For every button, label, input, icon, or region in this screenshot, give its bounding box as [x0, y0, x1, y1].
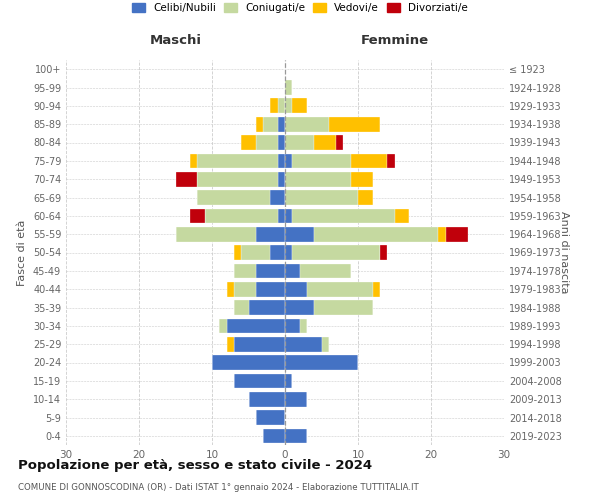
Bar — [256, 264, 285, 278]
Bar — [285, 135, 314, 150]
Bar — [278, 98, 285, 113]
Bar — [248, 392, 285, 406]
Bar — [241, 135, 256, 150]
Bar — [285, 190, 358, 205]
Bar — [373, 282, 380, 296]
Bar — [314, 227, 438, 242]
Bar — [285, 337, 322, 351]
Bar — [248, 300, 285, 315]
Bar — [285, 318, 299, 333]
Bar — [387, 154, 395, 168]
Text: Popolazione per età, sesso e stato civile - 2024: Popolazione per età, sesso e stato civil… — [18, 460, 372, 472]
Bar — [234, 374, 285, 388]
Bar — [285, 117, 329, 132]
Bar — [176, 227, 256, 242]
Bar — [263, 117, 278, 132]
Bar — [271, 245, 285, 260]
Bar — [285, 172, 350, 186]
Bar — [314, 135, 336, 150]
Bar — [190, 208, 205, 223]
Text: Maschi: Maschi — [149, 34, 202, 47]
Bar — [285, 208, 292, 223]
Bar — [285, 227, 314, 242]
Bar — [285, 428, 307, 443]
Bar — [285, 154, 292, 168]
Bar — [212, 355, 285, 370]
Bar — [205, 208, 278, 223]
Bar — [285, 245, 292, 260]
Bar — [336, 135, 343, 150]
Bar — [278, 208, 285, 223]
Bar — [285, 98, 292, 113]
Bar — [292, 245, 380, 260]
Y-axis label: Anni di nascita: Anni di nascita — [559, 211, 569, 294]
Bar — [446, 227, 467, 242]
Bar — [256, 117, 263, 132]
Bar — [227, 337, 234, 351]
Bar — [278, 135, 285, 150]
Bar — [241, 245, 271, 260]
Bar — [285, 282, 307, 296]
Bar — [292, 208, 395, 223]
Bar — [256, 135, 278, 150]
Bar — [350, 172, 373, 186]
Bar — [271, 190, 285, 205]
Bar — [292, 154, 350, 168]
Bar — [438, 227, 446, 242]
Bar — [234, 300, 248, 315]
Bar — [197, 190, 271, 205]
Bar — [278, 117, 285, 132]
Bar — [329, 117, 380, 132]
Bar — [197, 172, 278, 186]
Bar — [227, 282, 234, 296]
Bar — [227, 318, 285, 333]
Bar — [314, 300, 373, 315]
Bar — [395, 208, 409, 223]
Bar — [285, 80, 292, 95]
Bar — [263, 428, 285, 443]
Bar — [299, 318, 307, 333]
Bar — [234, 264, 256, 278]
Bar — [256, 227, 285, 242]
Bar — [285, 374, 292, 388]
Text: COMUNE DI GONNOSCODINA (OR) - Dati ISTAT 1° gennaio 2024 - Elaborazione TUTTITAL: COMUNE DI GONNOSCODINA (OR) - Dati ISTAT… — [18, 484, 419, 492]
Bar — [350, 154, 387, 168]
Bar — [190, 154, 197, 168]
Bar — [285, 355, 358, 370]
Bar — [307, 282, 373, 296]
Bar — [220, 318, 227, 333]
Text: Femmine: Femmine — [361, 34, 428, 47]
Bar — [322, 337, 329, 351]
Y-axis label: Fasce di età: Fasce di età — [17, 220, 27, 286]
Bar — [358, 190, 373, 205]
Bar — [299, 264, 351, 278]
Bar — [380, 245, 387, 260]
Bar — [292, 98, 307, 113]
Bar — [256, 282, 285, 296]
Bar — [256, 410, 285, 425]
Bar — [176, 172, 197, 186]
Bar — [285, 392, 307, 406]
Bar — [234, 245, 241, 260]
Bar — [285, 264, 299, 278]
Bar — [285, 300, 314, 315]
Bar — [234, 282, 256, 296]
Bar — [234, 337, 285, 351]
Legend: Celibi/Nubili, Coniugati/e, Vedovi/e, Divorziati/e: Celibi/Nubili, Coniugati/e, Vedovi/e, Di… — [129, 0, 471, 16]
Bar — [197, 154, 278, 168]
Bar — [278, 154, 285, 168]
Bar — [271, 98, 278, 113]
Bar — [278, 172, 285, 186]
